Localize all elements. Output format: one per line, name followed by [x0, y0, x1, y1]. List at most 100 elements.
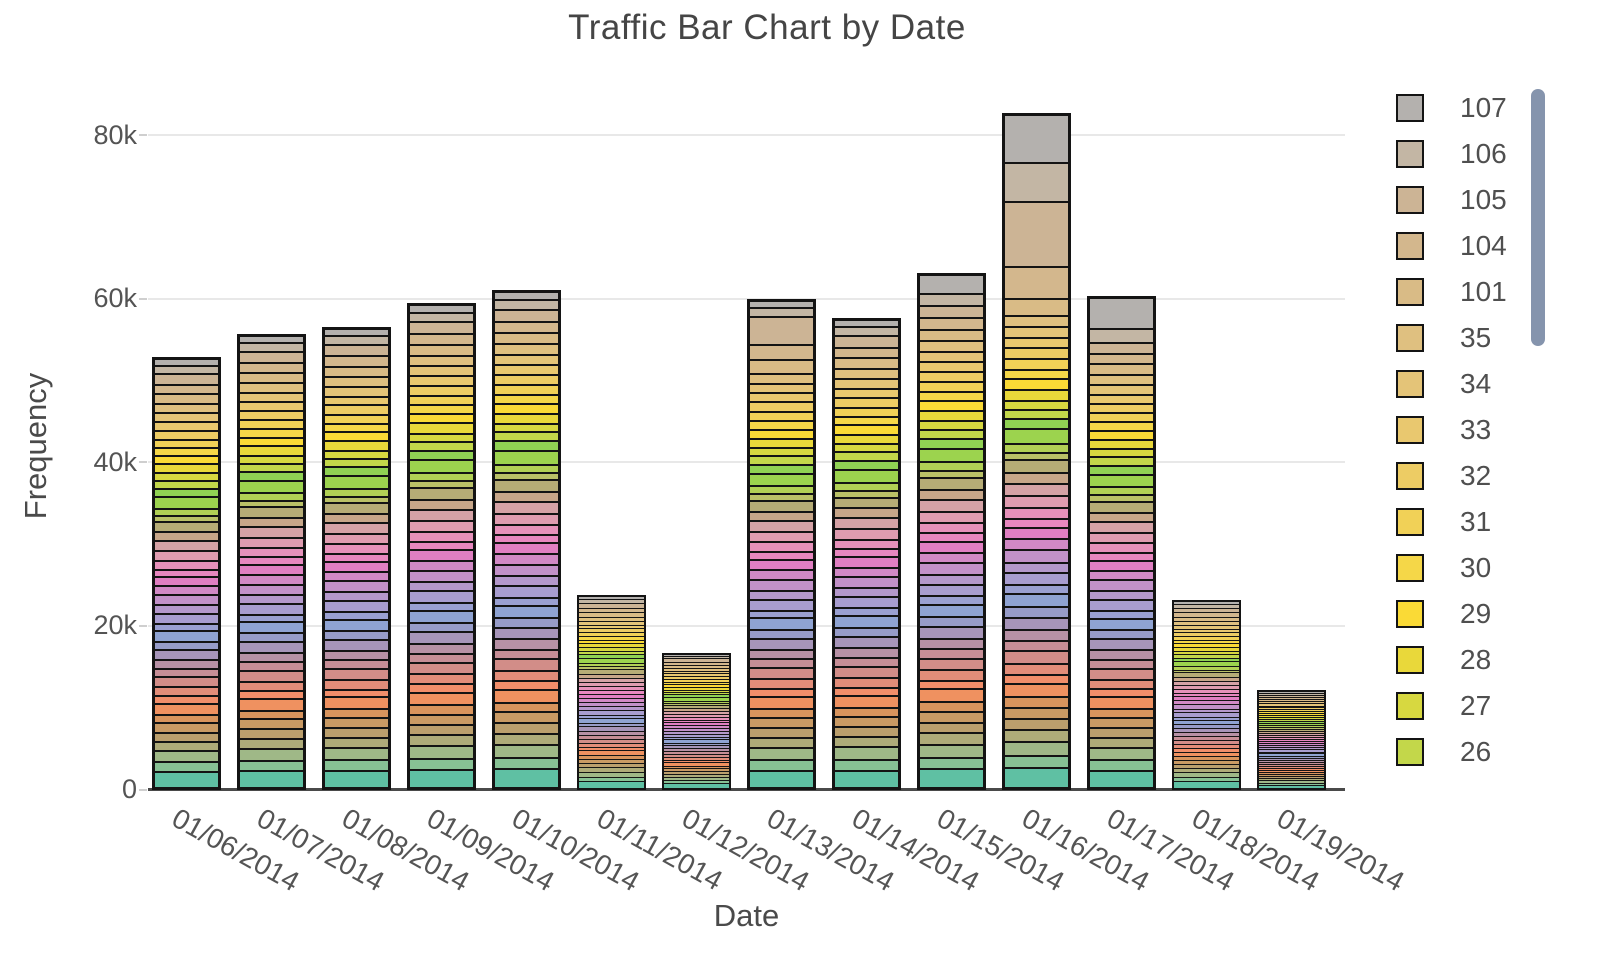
bar-segment[interactable]: [325, 425, 388, 434]
bar-segment[interactable]: [240, 508, 303, 519]
bar-segment[interactable]: [920, 307, 983, 320]
bar-segment[interactable]: [325, 719, 388, 730]
bar-segment[interactable]: [495, 577, 558, 587]
bar-segment[interactable]: [410, 611, 473, 624]
bar-segment[interactable]: [920, 745, 983, 759]
bar-segment[interactable]: [1174, 737, 1239, 742]
bar-segment[interactable]: [920, 490, 983, 501]
bar-segment[interactable]: [1090, 440, 1153, 451]
bar-segment[interactable]: [1090, 761, 1153, 772]
bar-segment[interactable]: [750, 560, 813, 572]
bar-segment[interactable]: [410, 726, 473, 737]
bar-segment[interactable]: [1174, 637, 1239, 641]
bar-segment[interactable]: [1174, 749, 1239, 753]
legend-item-27[interactable]: 27: [1396, 690, 1530, 721]
bar-segment[interactable]: [664, 671, 729, 675]
bar-segment[interactable]: [664, 757, 729, 761]
bar-segment[interactable]: [920, 605, 983, 619]
bar-segment[interactable]: [1090, 710, 1153, 720]
bar-segment[interactable]: [920, 330, 983, 343]
bar-segment[interactable]: [579, 683, 644, 688]
bar-segment[interactable]: [410, 510, 473, 522]
bar-segment[interactable]: [155, 715, 218, 725]
bar-segment[interactable]: [155, 624, 218, 633]
bar-segment[interactable]: [1174, 760, 1239, 766]
bar-segment[interactable]: [410, 770, 473, 788]
bar-segment[interactable]: [664, 769, 729, 773]
bar-segment[interactable]: [325, 661, 388, 671]
bar-segment[interactable]: [835, 550, 898, 559]
bar-segment[interactable]: [495, 424, 558, 434]
bar-segment[interactable]: [920, 770, 983, 787]
bar-segment[interactable]: [579, 640, 644, 645]
bar-segment[interactable]: [835, 578, 898, 590]
bar-segment[interactable]: [1090, 496, 1153, 503]
bar-segment[interactable]: [325, 729, 388, 740]
bar-segment[interactable]: [664, 760, 729, 764]
bar-segment[interactable]: [1259, 734, 1324, 737]
bar-segment[interactable]: [410, 442, 473, 452]
legend-scrollbar[interactable]: [1531, 89, 1545, 346]
bar-segment[interactable]: [240, 692, 303, 700]
bar-01/08/2014[interactable]: [322, 326, 391, 790]
bar-segment[interactable]: [325, 572, 388, 583]
bar-segment[interactable]: [1174, 733, 1239, 738]
bar-segment[interactable]: [155, 385, 218, 396]
bar-segment[interactable]: [495, 300, 558, 311]
bar-segment[interactable]: [1174, 655, 1239, 659]
bar-segment[interactable]: [1174, 757, 1239, 761]
bar-segment[interactable]: [750, 619, 813, 631]
bar-segment[interactable]: [1005, 508, 1068, 520]
bar-segment[interactable]: [1090, 680, 1153, 691]
bar-segment[interactable]: [1174, 621, 1239, 626]
legend-item-101[interactable]: 101: [1396, 276, 1530, 307]
bar-segment[interactable]: [664, 677, 729, 680]
bar-segment[interactable]: [664, 692, 729, 696]
bar-segment[interactable]: [325, 433, 388, 443]
bar-segment[interactable]: [664, 668, 729, 672]
bar-segment[interactable]: [579, 597, 644, 601]
bar-segment[interactable]: [579, 756, 644, 761]
bar-segment[interactable]: [579, 727, 644, 732]
bar-segment[interactable]: [920, 295, 983, 308]
bar-segment[interactable]: [750, 669, 813, 681]
bar-segment[interactable]: [1005, 115, 1068, 164]
bar-01/07/2014[interactable]: [237, 333, 306, 790]
bar-segment[interactable]: [835, 678, 898, 689]
bar-segment[interactable]: [155, 570, 218, 578]
bar-segment[interactable]: [1090, 298, 1153, 331]
bar-segment[interactable]: [495, 492, 558, 503]
bar-segment[interactable]: [579, 655, 644, 659]
bar-segment[interactable]: [1259, 742, 1324, 745]
bar-segment[interactable]: [495, 465, 558, 474]
bar-segment[interactable]: [495, 734, 558, 746]
bar-segment[interactable]: [920, 363, 983, 373]
bar-segment[interactable]: [1259, 721, 1324, 724]
bar-segment[interactable]: [155, 481, 218, 490]
bar-segment[interactable]: [920, 478, 983, 491]
bar-segment[interactable]: [1174, 773, 1239, 778]
bar-segment[interactable]: [240, 481, 303, 495]
legend-item-29[interactable]: 29: [1396, 598, 1530, 629]
bar-segment[interactable]: [1174, 697, 1239, 702]
bar-segment[interactable]: [664, 763, 729, 767]
bar-segment[interactable]: [495, 555, 558, 566]
bar-segment[interactable]: [750, 422, 813, 431]
bar-segment[interactable]: [920, 690, 983, 704]
bar-segment[interactable]: [1259, 738, 1324, 741]
bar-segment[interactable]: [835, 598, 898, 610]
bar-segment[interactable]: [1174, 662, 1239, 668]
bar-segment[interactable]: [1005, 444, 1068, 454]
bar-segment[interactable]: [750, 522, 813, 534]
bar-segment[interactable]: [325, 514, 388, 525]
bar-segment[interactable]: [1174, 694, 1239, 698]
bar-segment[interactable]: [835, 483, 898, 492]
bar-segment[interactable]: [155, 733, 218, 743]
bar-segment[interactable]: [750, 449, 813, 458]
bar-segment[interactable]: [579, 731, 644, 736]
bar-segment[interactable]: [1174, 625, 1239, 630]
bar-segment[interactable]: [410, 415, 473, 425]
bar-segment[interactable]: [410, 424, 473, 435]
bar-segment[interactable]: [155, 489, 218, 498]
bar-segment[interactable]: [835, 760, 898, 772]
